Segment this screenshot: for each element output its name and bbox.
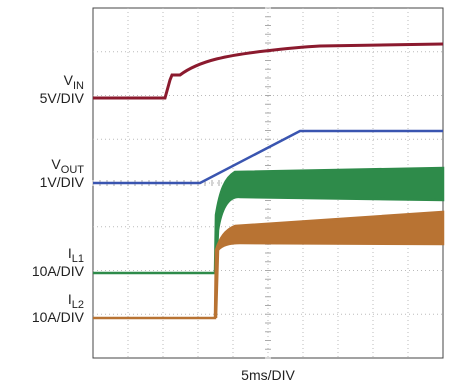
trace-subscript: L2: [72, 299, 84, 311]
trace-subscript: OUT: [61, 164, 85, 176]
trace-symbol: I: [68, 245, 72, 261]
trace-name: IL1: [68, 245, 84, 265]
trace-scale: 10A/DIV: [32, 263, 85, 279]
il1-trace: [93, 166, 445, 275]
trace-scale: 10A/DIV: [32, 309, 85, 325]
trace-symbol: V: [51, 156, 61, 172]
trace-subscript: L1: [72, 253, 84, 265]
trace-name: VIN: [64, 72, 84, 92]
trace-symbol: V: [64, 72, 74, 88]
il2-trace: [93, 210, 445, 320]
vin-trace: [93, 42, 444, 100]
trace-scale: 1V/DIV: [40, 174, 85, 190]
trace-name: IL2: [68, 291, 84, 311]
trace-scale: 5V/DIV: [40, 90, 85, 106]
trace-symbol: I: [68, 291, 72, 307]
trace-subscript: IN: [73, 80, 84, 92]
time-scale: 5ms/DIV: [241, 367, 295, 383]
trace-name: VOUT: [51, 156, 84, 176]
vout-trace: [93, 129, 443, 185]
